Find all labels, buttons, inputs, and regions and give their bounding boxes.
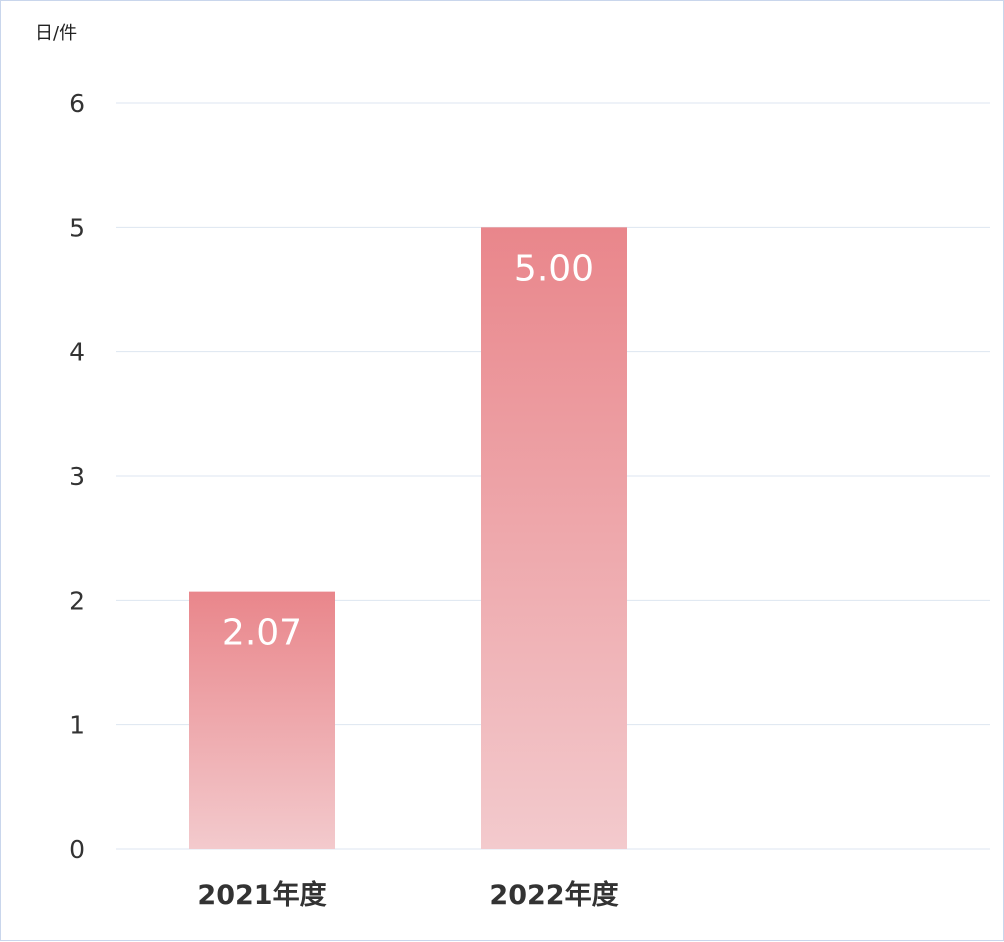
y-tick-label: 5 [69,213,85,242]
data-label: 2.07 [222,613,302,654]
data-labels: 2.07 5.00 [222,248,594,653]
y-tick-label: 0 [69,835,85,864]
bars [189,227,627,850]
x-axis-ticks: 2021年度 2022年度 [197,879,618,911]
y-axis-ticks: 0 1 2 3 4 5 6 [69,89,85,864]
bar [189,591,335,849]
y-tick-label: 1 [69,711,85,740]
y-tick-label: 6 [69,89,85,118]
y-tick-label: 2 [69,586,85,615]
bar [481,227,627,850]
x-tick-label: 2022年度 [489,879,618,911]
y-tick-label: 3 [69,462,85,491]
x-tick-label: 2021年度 [197,879,326,911]
y-unit-label: 日/件 [35,23,77,44]
data-label: 5.00 [514,248,594,289]
y-tick-label: 4 [69,338,85,367]
